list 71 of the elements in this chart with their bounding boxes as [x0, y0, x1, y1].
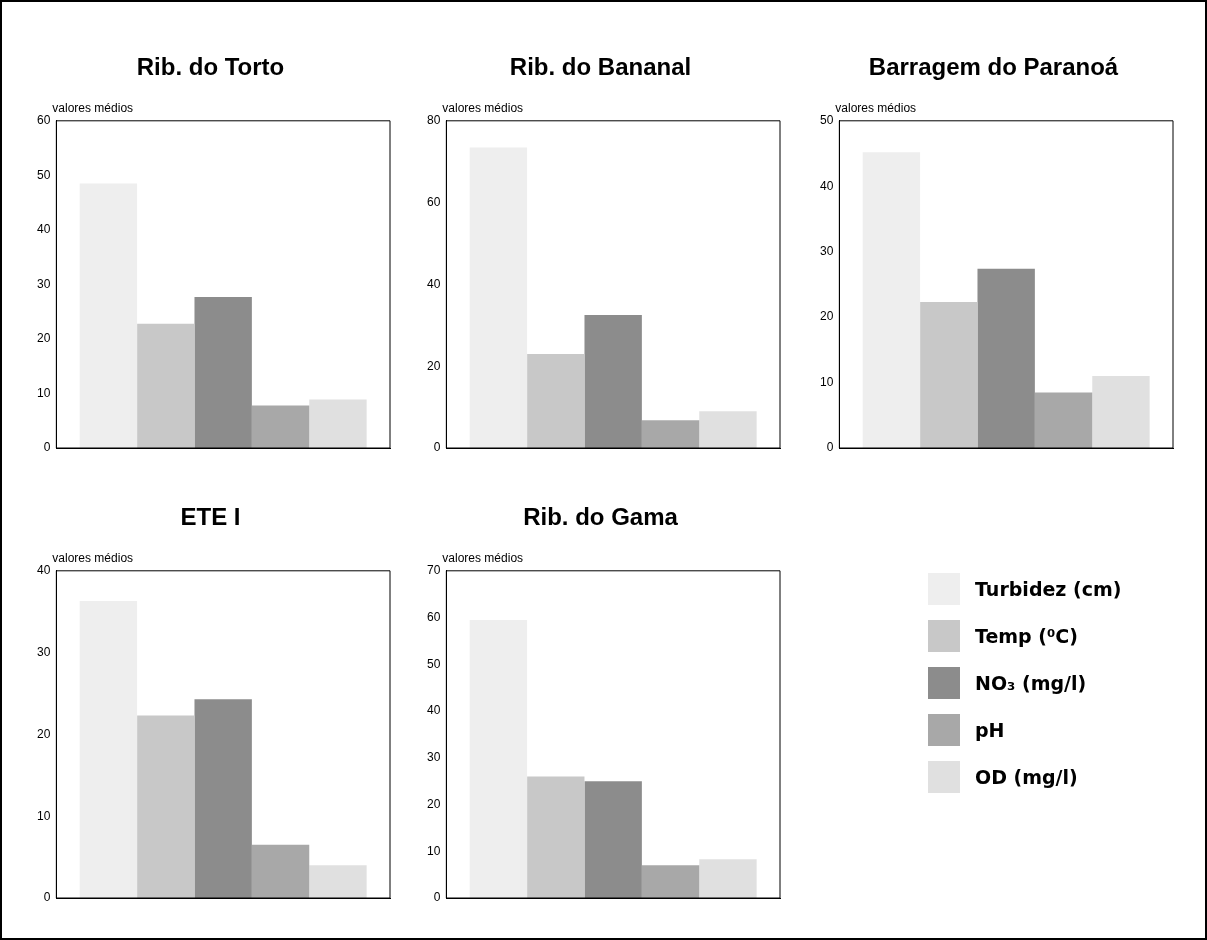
y-tick-label: 60: [36, 113, 51, 128]
y-tick-label: 0: [43, 440, 51, 455]
bar: [584, 781, 642, 898]
y-tick-label: 40: [36, 222, 51, 237]
chart-title: Barragem do Paranoá: [868, 53, 1119, 81]
y-tick-label: 60: [426, 609, 441, 624]
chart-title: Rib. do Torto: [136, 53, 285, 81]
bar: [469, 147, 528, 448]
y-tick-label: 80: [426, 113, 441, 128]
legend-label: Turbidez (cm): [975, 577, 1122, 600]
y-axis-title: valores médios: [835, 101, 917, 116]
y-tick-label: 10: [426, 843, 441, 858]
y-tick-label: 0: [43, 890, 51, 905]
bar: [920, 302, 978, 448]
bar: [137, 323, 195, 448]
y-tick-label: 40: [426, 703, 441, 718]
y-axis-title: valores médios: [52, 101, 134, 116]
y-tick-label: 0: [433, 440, 441, 455]
y-tick-label: 40: [426, 276, 441, 291]
y-tick-label: 30: [819, 243, 834, 258]
bar: [699, 859, 757, 898]
bar: [469, 619, 528, 898]
legend-label: Temp (⁰C): [975, 624, 1078, 647]
y-tick-label: 40: [36, 563, 51, 578]
y-tick-label: 70: [426, 563, 441, 578]
y-tick-label: 20: [36, 726, 51, 741]
y-axis-title: valores médios: [442, 551, 524, 566]
y-axis-title: valores médios: [52, 551, 134, 566]
chart-title: Rib. do Gama: [523, 503, 679, 531]
y-tick-label: 30: [36, 276, 51, 291]
y-tick-label: 50: [36, 167, 51, 182]
bar: [309, 399, 367, 448]
legend-label: NO₃ (mg/l): [975, 671, 1087, 694]
y-tick-label: 50: [819, 113, 834, 128]
bar: [79, 601, 138, 898]
bar: [251, 844, 310, 898]
bar: [251, 405, 310, 448]
legend-label: OD (mg/l): [975, 765, 1078, 788]
bar: [862, 152, 921, 448]
y-tick-label: 30: [426, 750, 441, 765]
y-tick-label: 10: [36, 808, 51, 823]
bar: [137, 715, 195, 898]
y-tick-label: 0: [826, 440, 834, 455]
bar: [79, 183, 138, 448]
y-tick-label: 10: [36, 385, 51, 400]
y-tick-label: 20: [426, 358, 441, 373]
bar: [309, 865, 367, 898]
legend-label: pH: [975, 718, 1005, 741]
bar: [194, 699, 252, 898]
bar: [641, 865, 700, 898]
y-tick-label: 30: [36, 644, 51, 659]
bar: [194, 296, 252, 448]
bar: [699, 411, 757, 448]
chart-title: ETE I: [180, 503, 241, 531]
y-axis-title: valores médios: [442, 101, 524, 116]
y-tick-label: 20: [36, 331, 51, 346]
bar: [1034, 392, 1093, 448]
bar: [527, 353, 585, 448]
y-tick-label: 10: [819, 374, 834, 389]
bar: [977, 268, 1035, 448]
y-tick-label: 0: [433, 890, 441, 905]
chart-title: Rib. do Bananal: [509, 53, 692, 81]
y-tick-label: 50: [426, 656, 441, 671]
bar: [1092, 376, 1150, 448]
bar: [527, 776, 585, 898]
y-tick-label: 60: [426, 194, 441, 209]
y-tick-label: 20: [426, 796, 441, 811]
y-tick-label: 20: [819, 309, 834, 324]
y-tick-label: 40: [819, 178, 834, 193]
bar: [584, 315, 642, 448]
bar: [641, 420, 700, 448]
